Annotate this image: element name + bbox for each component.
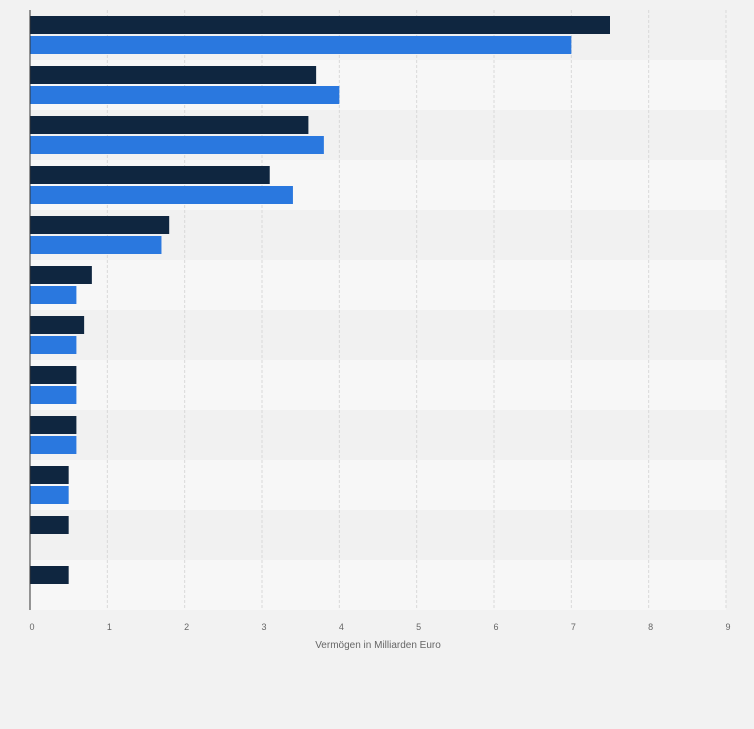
x-tick-label: 0 bbox=[29, 622, 34, 632]
bar-series-2 bbox=[30, 186, 293, 204]
bar-series-1 bbox=[30, 66, 317, 84]
bar-series-2 bbox=[30, 236, 162, 254]
bar-series-1 bbox=[30, 216, 170, 234]
bar-series-2 bbox=[30, 286, 77, 304]
bar-series-1 bbox=[30, 366, 77, 384]
x-tick-label: 2 bbox=[184, 622, 189, 632]
bar-series-1 bbox=[30, 416, 77, 434]
row-band bbox=[30, 510, 726, 560]
x-axis-title: Vermögen in Milliarden Euro bbox=[315, 640, 441, 651]
bar-series-2 bbox=[30, 336, 77, 354]
bar-series-1 bbox=[30, 166, 270, 184]
bar-series-2 bbox=[30, 86, 340, 104]
bar-series-2 bbox=[30, 36, 572, 54]
gridlines bbox=[106, 10, 727, 610]
x-tick-labels: 0 1 2 3 4 5 6 7 8 9 bbox=[29, 622, 730, 632]
bar-series-2 bbox=[30, 436, 77, 454]
x-tick-label: 6 bbox=[493, 622, 498, 632]
x-tick-label: 5 bbox=[416, 622, 421, 632]
bar-series-1 bbox=[30, 266, 92, 284]
x-tick-label: 7 bbox=[571, 622, 576, 632]
x-tick-label: 8 bbox=[648, 622, 653, 632]
x-tick-label: 4 bbox=[339, 622, 344, 632]
bar-series-1 bbox=[30, 466, 69, 484]
row-band bbox=[30, 310, 726, 360]
bar-series-1 bbox=[30, 116, 309, 134]
bar-series-2 bbox=[30, 486, 69, 504]
x-tick-label: 1 bbox=[107, 622, 112, 632]
bar-series-2 bbox=[30, 386, 77, 404]
row-band bbox=[30, 410, 726, 460]
bars bbox=[30, 16, 610, 584]
bar-series-1 bbox=[30, 566, 69, 584]
bar-series-1 bbox=[30, 316, 85, 334]
x-tick-label: 9 bbox=[725, 622, 730, 632]
bar-series-2 bbox=[30, 136, 324, 154]
x-tick-label: 3 bbox=[261, 622, 266, 632]
bar-series-1 bbox=[30, 16, 610, 34]
bar-series-1 bbox=[30, 516, 69, 534]
